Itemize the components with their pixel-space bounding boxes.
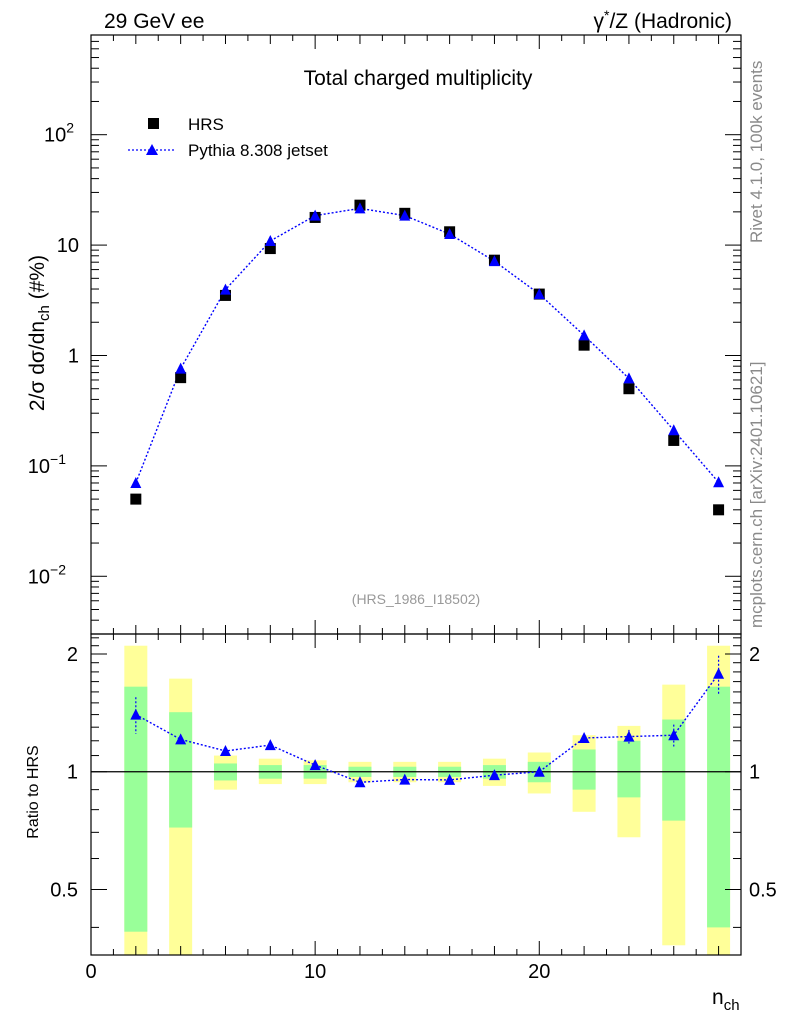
ratio-y-axis-label: Ratio to HRS: [25, 745, 42, 838]
main-y-tick-label: 1: [68, 345, 79, 367]
rivet-label: Rivet 4.1.0, 100k events: [747, 61, 766, 243]
ratio-series-layer: [130, 655, 725, 788]
ratio-plot-frame: [90, 633, 742, 956]
main-plot-panel: 10−2 10−1 1 10 102 Total charged multiplicit…: [26, 34, 742, 635]
ratio-pythia-point: [130, 708, 142, 720]
ratio-pythia-point: [488, 769, 500, 781]
main-y-tick-label: 10: [57, 235, 79, 257]
pythia-point: [399, 209, 411, 221]
x-axis-label: nch: [712, 986, 740, 1014]
ratio-y-tick-label-right: 1: [749, 762, 760, 784]
pythia-point: [444, 228, 456, 240]
green-band: [572, 749, 596, 790]
x-tick-label: 10: [304, 961, 326, 983]
pythia-point: [175, 362, 187, 374]
ratio-pythia-line: [135, 673, 720, 783]
pythia-point: [713, 476, 725, 488]
hrs-point: [130, 493, 142, 505]
main-axis-ticks: [91, 34, 742, 635]
ratio-uncertainty-bands: [124, 645, 731, 955]
hrs-point: [219, 289, 231, 301]
ratio-pythia-point: [219, 744, 231, 756]
legend-marker-pythia: [146, 144, 158, 155]
ratio-y-tick-label: 2: [67, 644, 78, 666]
ratio-pythia-point: [444, 773, 456, 785]
y-axis-label: 2/σ dσ/dnch (#%): [26, 255, 53, 411]
legend: HRS Pythia 8.308 jetset: [128, 115, 328, 160]
hrs-point: [668, 434, 680, 446]
ratio-y-tick-labels: 0.5 0.5 1 1 2 2: [50, 644, 777, 901]
main-y-tick-labels: 10−2 10−1 1 10 102: [28, 120, 79, 589]
legend-label-pythia: Pythia 8.308 jetset: [188, 141, 328, 160]
ratio-pythia-point: [309, 759, 321, 771]
x-tick-label: 20: [528, 961, 550, 983]
ratio-axis-ticks: [91, 634, 742, 955]
ratio-pythia-point: [533, 765, 545, 777]
ratio-y-tick-label-right: 2: [749, 644, 760, 666]
pythia-point: [354, 202, 366, 214]
hrs-point: [713, 504, 725, 516]
ratio-plot-panel: 0.5 0.5 1 1 2 2 0 10 20 Ratio to HRS nch: [25, 633, 777, 1014]
ratio-y-tick-label: 1: [67, 762, 78, 784]
process-label: γ*/Z (Hadronic): [594, 7, 732, 33]
ratio-y-tick-label: 0.5: [50, 879, 78, 901]
hrs-point: [175, 372, 187, 384]
ratio-pythia-point: [399, 773, 411, 785]
ratio-pythia-point: [578, 731, 590, 743]
energy-label: 29 GeV ee: [104, 10, 204, 33]
pythia-point: [578, 329, 590, 341]
ratio-pythia-point: [354, 776, 366, 788]
green-band: [662, 719, 686, 821]
pythia-point: [668, 424, 680, 436]
green-band: [707, 686, 731, 928]
hrs-point: [623, 383, 635, 395]
x-tick-label: 0: [85, 961, 96, 983]
main-series-layer: [130, 199, 725, 516]
legend-label-hrs: HRS: [188, 115, 224, 134]
ratio-pythia-point: [623, 730, 635, 742]
pythia-point: [309, 209, 321, 221]
ratio-pythia-point: [175, 733, 187, 745]
pythia-point: [623, 372, 635, 384]
legend-marker-hrs: [148, 118, 159, 129]
ratio-y-tick-label-right: 0.5: [749, 879, 777, 901]
plot-title: Total charged multiplicity: [304, 67, 533, 90]
hrs-point: [264, 243, 276, 255]
hrs-point: [578, 339, 590, 351]
ratio-pythia-point: [264, 739, 276, 751]
ratio-pythia-point: [713, 667, 725, 679]
green-band: [169, 712, 193, 828]
main-y-tick-label: 10−1: [28, 451, 66, 478]
green-band: [617, 740, 641, 798]
analysis-tag: (HRS_1986_I18502): [352, 591, 480, 607]
mcplots-label: mcplots.cern.ch [arXiv:2401.10621]: [747, 362, 766, 628]
main-y-tick-label: 102: [44, 120, 74, 147]
main-y-tick-label: 10−2: [28, 561, 66, 588]
pythia-point: [488, 255, 500, 267]
green-band: [124, 686, 148, 932]
pythia-point: [219, 283, 231, 295]
pythia-point: [533, 288, 545, 300]
x-tick-labels: 0 10 20: [85, 961, 550, 983]
ratio-pythia-point: [668, 729, 680, 741]
pythia-point: [130, 476, 142, 488]
pythia-line: [135, 207, 720, 484]
pythia-point: [264, 234, 276, 246]
